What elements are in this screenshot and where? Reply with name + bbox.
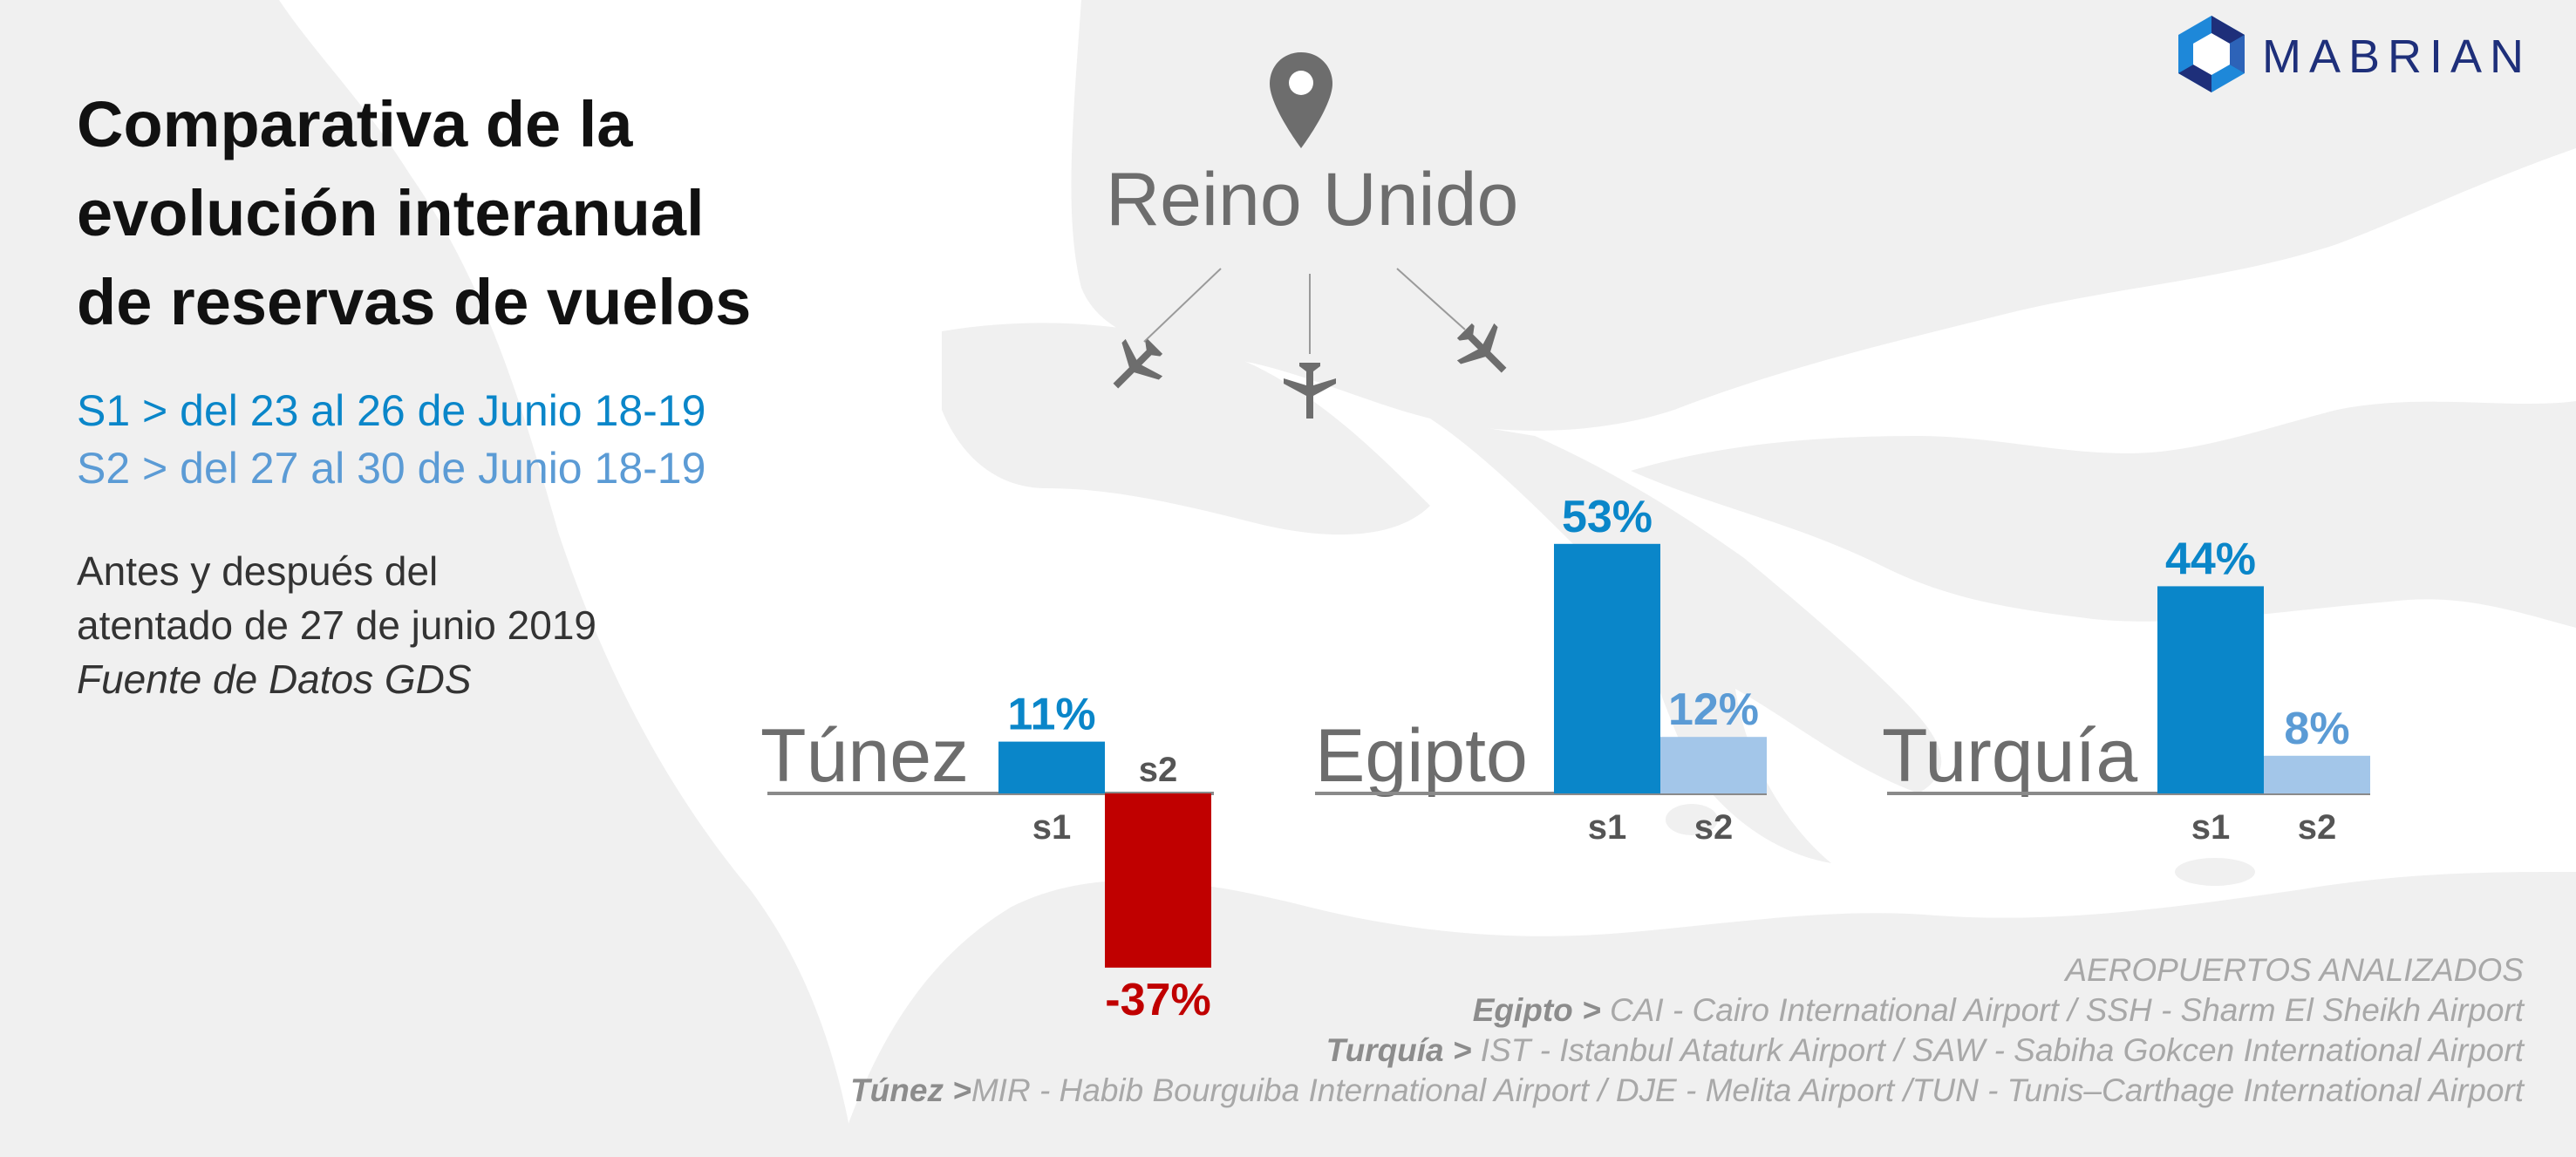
bar-s2 — [1105, 793, 1211, 968]
data-source: Fuente de Datos GDS — [77, 657, 472, 702]
category-label: s2 — [2298, 808, 2337, 847]
airports-turquia: Turquía > IST - Istanbul Ataturk Airport… — [1325, 1032, 2524, 1068]
bar-s1 — [1554, 543, 1660, 793]
data-label: 8% — [2284, 704, 2349, 754]
category-label: s1 — [1032, 808, 1072, 847]
origin-country: Reino Unido — [1106, 158, 1519, 242]
country-label: Túnez — [760, 714, 969, 798]
bar-s2 — [1660, 737, 1767, 793]
airplane-icon — [1284, 363, 1336, 419]
logo-wordmark: MABRIAN — [2262, 31, 2532, 83]
airports-footnote: AEROPUERTOS ANALIZADOS Egipto > CAI - Ca… — [850, 950, 2524, 1111]
data-label: 11% — [1007, 690, 1095, 740]
bar-s2 — [2264, 755, 2370, 793]
country-label: Egipto — [1315, 714, 1528, 798]
category-label: s2 — [1139, 751, 1178, 789]
airports-tunez: Túnez >MIR - Habib Bourguiba Internation… — [850, 1072, 2524, 1108]
category-label: s1 — [2191, 808, 2231, 847]
bar-s1 — [998, 741, 1105, 793]
airplane-icon — [1113, 338, 1163, 389]
data-label: 53% — [1562, 492, 1653, 542]
legend-s1: S1 > del 23 al 26 de Junio 18-19 — [77, 386, 706, 435]
category-label: s1 — [1588, 808, 1627, 847]
flight-routes — [1143, 268, 1466, 354]
country-label: Turquía — [1882, 714, 2137, 798]
location-pin-icon — [1270, 52, 1332, 148]
data-label: 12% — [1668, 684, 1759, 735]
airplane-icon — [1456, 323, 1507, 373]
legend-s2: S2 > del 27 al 30 de Junio 18-19 — [77, 444, 706, 493]
context-note: Antes y después del atentado de 27 de ju… — [77, 544, 596, 706]
data-label: 44% — [2165, 534, 2256, 584]
airports-egipto: Egipto > CAI - Cairo International Airpo… — [1472, 992, 2524, 1028]
note-line: atentado de 27 de junio 2019 — [77, 602, 596, 648]
mabrian-logo-icon — [2178, 16, 2245, 92]
note-line: Antes y después del — [77, 548, 439, 594]
title-line: de reservas de vuelos — [77, 266, 752, 338]
page-title: Comparativa de la evolución interanual d… — [77, 80, 844, 347]
airports-header: AEROPUERTOS ANALIZADOS — [2065, 952, 2524, 988]
data-label: -37% — [1105, 975, 1210, 1025]
title-line: evolución interanual — [77, 177, 705, 249]
category-label: s2 — [1694, 808, 1734, 847]
title-line: Comparativa de la — [77, 88, 633, 160]
bar-s1 — [2157, 586, 2264, 793]
